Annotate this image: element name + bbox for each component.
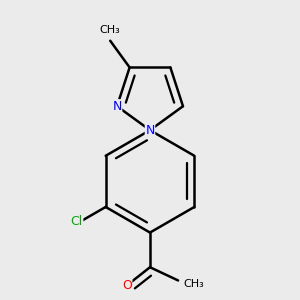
Text: N: N (145, 124, 155, 137)
Text: N: N (112, 100, 122, 113)
Text: Cl: Cl (70, 215, 83, 228)
Text: O: O (122, 279, 132, 292)
Text: CH₃: CH₃ (183, 279, 204, 289)
Text: CH₃: CH₃ (100, 25, 121, 35)
